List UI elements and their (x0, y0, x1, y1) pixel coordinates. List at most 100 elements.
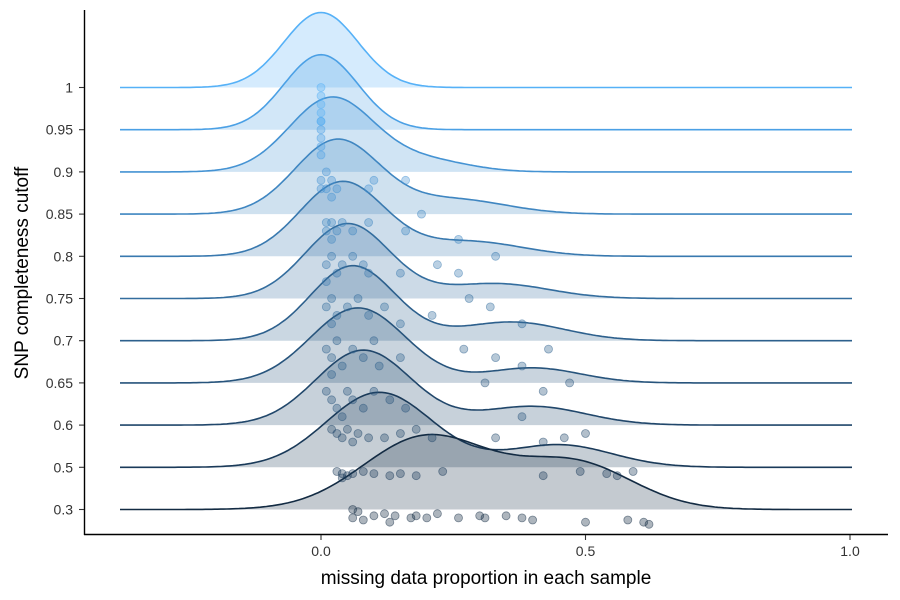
data-point (316, 125, 326, 135)
data-point (342, 471, 352, 481)
ridge-layer (120, 11, 852, 511)
ridge-fill-0.75 (120, 223, 852, 299)
data-point (342, 424, 352, 434)
data-point (538, 437, 548, 447)
data-point (316, 150, 326, 160)
ridge-fill-0.65 (120, 307, 852, 383)
data-point (438, 467, 448, 476)
data-point (395, 319, 405, 329)
data-point (454, 234, 463, 244)
ridge-fill-0.85 (120, 139, 852, 215)
data-point (517, 412, 527, 422)
data-point (337, 218, 347, 227)
data-point (380, 509, 389, 519)
data-point (639, 517, 649, 527)
data-point (348, 505, 358, 514)
x-tick-label: 1.0 (840, 543, 860, 559)
data-point (327, 175, 337, 185)
data-point (390, 511, 400, 521)
data-point (538, 471, 548, 481)
data-point (485, 302, 495, 312)
data-point (358, 467, 368, 476)
data-point (565, 378, 574, 388)
data-point (321, 226, 331, 236)
point-layer (316, 83, 654, 529)
data-point (332, 467, 342, 476)
data-point (459, 344, 469, 354)
data-point (316, 133, 326, 143)
data-point (369, 469, 379, 479)
data-point (321, 302, 331, 312)
data-point (491, 353, 501, 363)
y-axis-title: SNP completeness cutoff (12, 166, 33, 379)
y-tick-label: 0.85 (46, 206, 73, 222)
ridge-fill-0.9 (120, 96, 852, 172)
y-tick-label: 0.6 (54, 417, 74, 433)
data-point (581, 429, 590, 438)
data-point (342, 302, 352, 312)
ridge-line-0.5 (120, 391, 852, 469)
data-point (327, 353, 337, 363)
data-point (316, 142, 326, 152)
ridge-fill-0.6 (120, 350, 852, 426)
data-point (464, 294, 474, 303)
y-axis-ticks: 0.3 0.5 0.6 0.65 0.7 0.75 0.8 0.85 0.9 0.95 1 (46, 80, 84, 518)
ridge-fill-0.95 (120, 54, 852, 130)
data-point (538, 386, 548, 396)
data-point (369, 175, 379, 185)
data-point (353, 294, 363, 303)
ridge-line-0.3 (120, 433, 852, 511)
data-point (348, 344, 358, 354)
data-point (321, 167, 331, 177)
data-point (348, 251, 358, 261)
data-point (411, 424, 421, 434)
data-point (337, 260, 347, 270)
data-point (385, 471, 395, 481)
data-point (480, 513, 490, 523)
data-point (454, 268, 463, 278)
y-tick-label: 0.3 (54, 502, 74, 518)
ridge-line-0.95 (120, 53, 852, 131)
data-point (422, 513, 432, 523)
ridge-line-0.65 (120, 307, 852, 384)
ridge-line-0.6 (120, 349, 852, 426)
data-point (348, 395, 358, 405)
ridge-line-0.8 (120, 180, 852, 258)
data-point (332, 310, 342, 320)
data-point (332, 226, 342, 236)
data-point (358, 403, 368, 413)
data-point (332, 184, 342, 194)
ridge-line-0.75 (120, 222, 852, 300)
data-point (628, 467, 638, 476)
data-point (644, 519, 654, 529)
x-axis-title: missing data proportion in each sample (321, 568, 652, 589)
data-point (364, 184, 374, 194)
data-point (316, 100, 326, 109)
data-point (544, 344, 553, 354)
data-point (358, 353, 368, 363)
data-point (348, 437, 358, 447)
data-point (327, 294, 337, 303)
data-point (517, 361, 527, 371)
data-point (327, 234, 337, 244)
data-point (491, 433, 501, 443)
data-point (417, 209, 426, 219)
y-tick-label: 0.95 (46, 122, 73, 138)
data-point (327, 370, 337, 379)
data-point (385, 395, 395, 405)
data-point (353, 429, 363, 438)
data-point (406, 513, 416, 523)
x-axis-ticks: 0.0 0.5 1.0 (311, 535, 860, 559)
data-point (316, 108, 326, 118)
data-point (316, 83, 326, 92)
data-point (321, 184, 331, 194)
data-point (332, 268, 342, 278)
data-point (411, 471, 421, 481)
ridge-fill-0.3 (120, 434, 852, 510)
data-point (348, 469, 358, 479)
data-point (528, 515, 537, 525)
data-point (559, 433, 569, 443)
data-point (353, 507, 363, 517)
data-point (374, 361, 384, 371)
